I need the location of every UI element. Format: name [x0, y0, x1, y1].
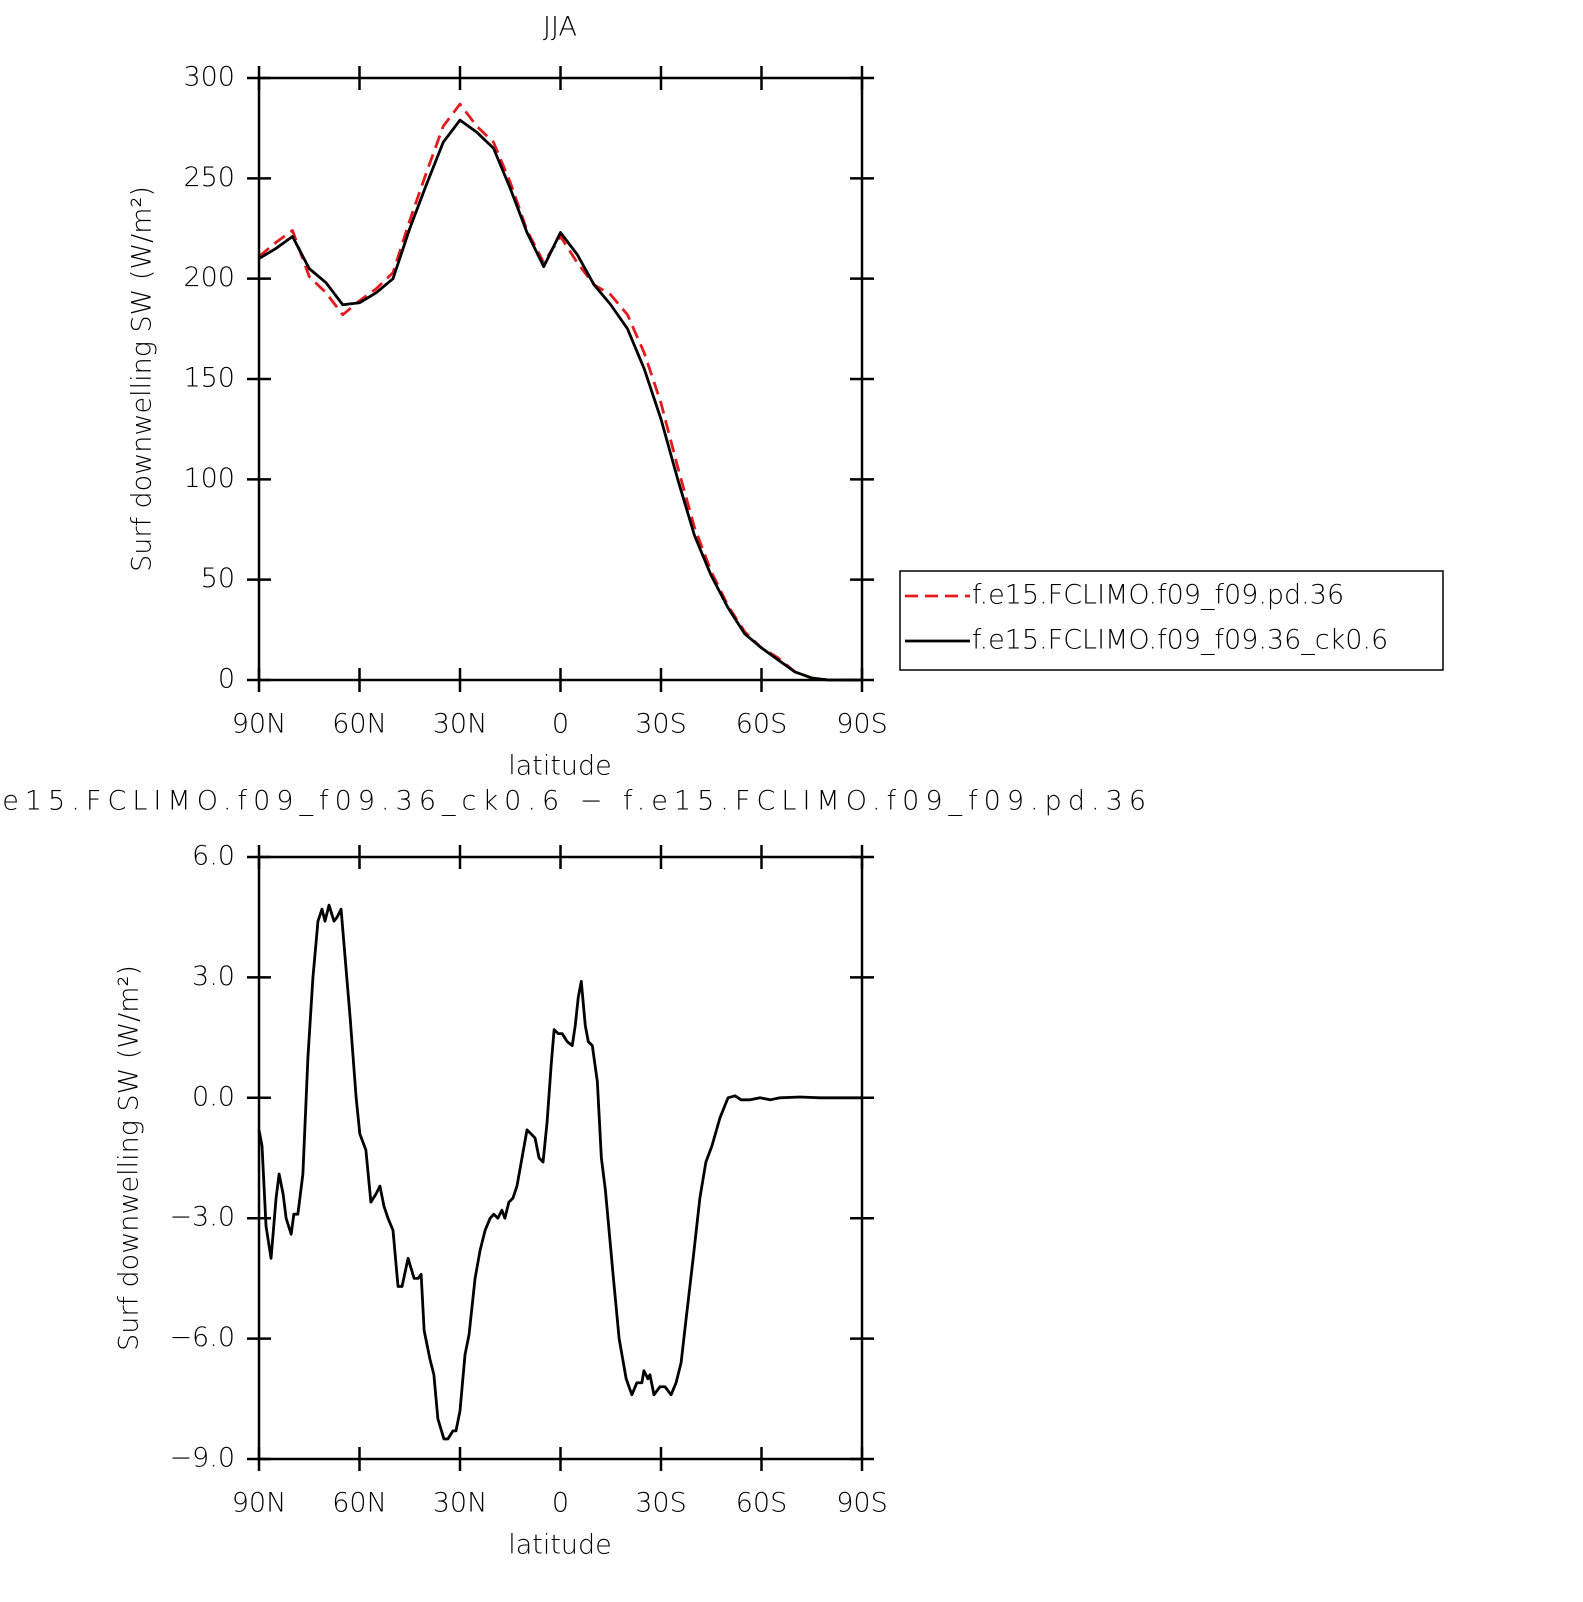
legend-label: f.e15.FCLIMO.f09_f09.pd.36	[972, 580, 1344, 611]
x-tick-label: 60N	[332, 709, 387, 740]
y-axis-label: Surf downwelling SW (W/m²)	[114, 965, 145, 1351]
legend-box	[899, 570, 1444, 671]
data-line	[257, 903, 862, 1441]
x-axis-label: latitude	[508, 751, 612, 782]
x-tick-label: 30S	[635, 709, 687, 740]
y-tick-label: 100	[183, 463, 235, 494]
y-tick-label: 50	[201, 563, 235, 594]
x-axis-label: latitude	[508, 1530, 612, 1561]
y-tick-label: −3.0	[169, 1202, 235, 1233]
plot-frame	[257, 855, 864, 1461]
data-line	[258, 102, 862, 682]
x-tick-label: 90S	[836, 709, 888, 740]
x-tick-label: 60S	[736, 1488, 788, 1519]
y-tick-label: 200	[183, 262, 235, 293]
plot-frame	[257, 76, 864, 682]
x-tick-label: 30N	[433, 709, 488, 740]
y-tick-label: −6.0	[169, 1322, 235, 1353]
y-tick-label: −9.0	[169, 1443, 235, 1474]
y-tick-label: 3.0	[192, 961, 235, 992]
data-line	[258, 118, 862, 682]
x-tick-label: 0	[552, 1488, 569, 1519]
x-tick-label: 90N	[232, 1488, 287, 1519]
y-tick-label: 0.0	[192, 1081, 235, 1112]
chart-title: f.e15.FCLIMO.f09_f09.36_ck0.6 − f.e15.FC…	[0, 786, 1146, 817]
y-tick-label: 150	[183, 363, 235, 394]
x-tick-label: 60S	[736, 709, 788, 740]
x-tick-label: 90N	[232, 709, 287, 740]
legend-label: f.e15.FCLIMO.f09_f09.36_ck0.6	[972, 625, 1388, 656]
x-tick-label: 90S	[836, 1488, 888, 1519]
chart-title: JJA	[543, 12, 577, 43]
y-tick-label: 250	[183, 162, 235, 193]
x-tick-label: 60N	[332, 1488, 387, 1519]
y-tick-label: 300	[183, 62, 235, 93]
x-tick-label: 0	[552, 709, 569, 740]
x-tick-label: 30S	[635, 1488, 687, 1519]
x-tick-label: 30N	[433, 1488, 488, 1519]
y-tick-label: 6.0	[192, 841, 235, 872]
y-axis-label: Surf downwelling SW (W/m²)	[127, 186, 158, 572]
y-tick-label: 0	[218, 664, 235, 695]
